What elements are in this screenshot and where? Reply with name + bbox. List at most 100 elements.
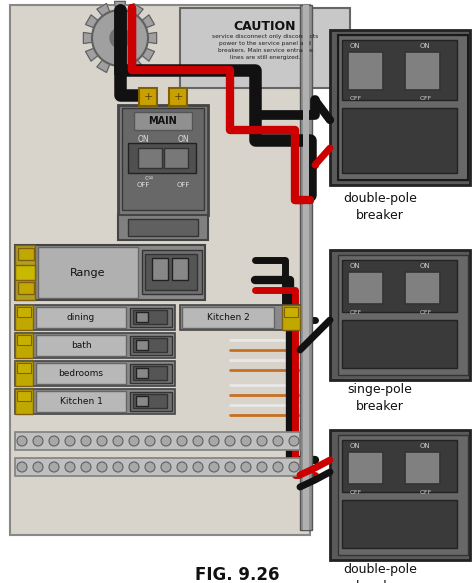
Circle shape [257, 436, 267, 446]
Polygon shape [92, 10, 148, 66]
Polygon shape [129, 58, 143, 72]
Bar [342, 320, 457, 368]
Bar [338, 35, 468, 180]
Polygon shape [85, 15, 100, 29]
Circle shape [33, 436, 43, 446]
Circle shape [225, 436, 235, 446]
Text: ON: ON [350, 443, 361, 449]
Circle shape [17, 462, 27, 472]
Circle shape [273, 436, 283, 446]
Bar [17, 363, 31, 373]
Polygon shape [85, 47, 100, 61]
Bar [180, 305, 300, 330]
Bar [17, 307, 31, 317]
Text: OFF: OFF [350, 96, 362, 101]
Bar [133, 394, 167, 408]
Bar [15, 361, 175, 386]
Text: +: + [143, 92, 153, 102]
Text: ON: ON [420, 263, 430, 269]
Bar [136, 312, 148, 322]
Text: ON: ON [350, 263, 361, 269]
Bar [36, 335, 126, 356]
Bar [130, 364, 172, 383]
Bar [169, 88, 187, 106]
Bar [15, 333, 33, 358]
Bar [130, 336, 172, 355]
Text: c∞: c∞ [145, 175, 155, 181]
Text: ON: ON [420, 443, 430, 449]
Bar [128, 143, 196, 173]
Polygon shape [140, 47, 155, 61]
Circle shape [225, 462, 235, 472]
Bar [338, 35, 468, 180]
Bar [15, 432, 300, 450]
Bar [15, 265, 35, 280]
Bar [164, 148, 188, 168]
Text: OFF: OFF [350, 310, 362, 315]
Bar [17, 335, 31, 345]
Bar [139, 88, 157, 106]
Circle shape [257, 462, 267, 472]
Circle shape [49, 462, 59, 472]
Bar [342, 108, 457, 173]
Bar [15, 305, 175, 330]
Bar [15, 245, 35, 300]
Text: ON: ON [420, 43, 430, 49]
Polygon shape [83, 33, 94, 44]
Circle shape [241, 462, 251, 472]
Text: +: + [173, 92, 182, 102]
Text: OFF: OFF [420, 310, 432, 315]
Text: Kitchen 2: Kitchen 2 [207, 312, 249, 321]
Bar [405, 452, 440, 484]
Circle shape [193, 436, 203, 446]
Bar [330, 30, 470, 185]
Circle shape [65, 436, 75, 446]
Bar [15, 245, 205, 300]
Text: CAUTION: CAUTION [234, 20, 296, 33]
Bar [15, 458, 300, 476]
Bar [330, 250, 470, 380]
Bar [338, 435, 468, 555]
Bar [130, 392, 172, 411]
Circle shape [17, 436, 27, 446]
Circle shape [193, 462, 203, 472]
Bar [180, 8, 350, 88]
Polygon shape [114, 64, 126, 75]
Text: MAIN: MAIN [149, 116, 177, 126]
Text: OFF: OFF [137, 182, 150, 188]
Text: Range: Range [70, 268, 106, 278]
Bar [118, 215, 208, 240]
Bar [118, 105, 208, 215]
Text: OFF: OFF [176, 182, 190, 188]
Bar [145, 254, 197, 290]
Circle shape [113, 462, 123, 472]
Text: bath: bath [71, 341, 91, 350]
Circle shape [241, 436, 251, 446]
Bar [348, 272, 383, 304]
Polygon shape [140, 15, 155, 29]
Text: service disconnect only disconnects
power to the service panel and
breakers. Mai: service disconnect only disconnects powe… [212, 34, 318, 60]
Bar [128, 219, 198, 236]
Bar [15, 333, 175, 358]
Polygon shape [129, 3, 143, 17]
Bar [17, 391, 31, 401]
Circle shape [145, 462, 155, 472]
Polygon shape [114, 1, 126, 12]
Text: ON: ON [137, 135, 149, 144]
Text: Kitchen 1: Kitchen 1 [60, 397, 102, 406]
Bar [152, 258, 168, 280]
Circle shape [129, 436, 139, 446]
Bar [36, 391, 126, 412]
Bar [130, 308, 172, 327]
Circle shape [113, 436, 123, 446]
Circle shape [209, 462, 219, 472]
Polygon shape [97, 58, 110, 72]
Bar [136, 396, 148, 406]
Bar [10, 5, 310, 535]
Circle shape [177, 462, 187, 472]
Bar [18, 282, 34, 294]
Bar [133, 366, 167, 380]
Bar [342, 500, 457, 548]
Circle shape [81, 462, 91, 472]
Bar [282, 305, 300, 330]
